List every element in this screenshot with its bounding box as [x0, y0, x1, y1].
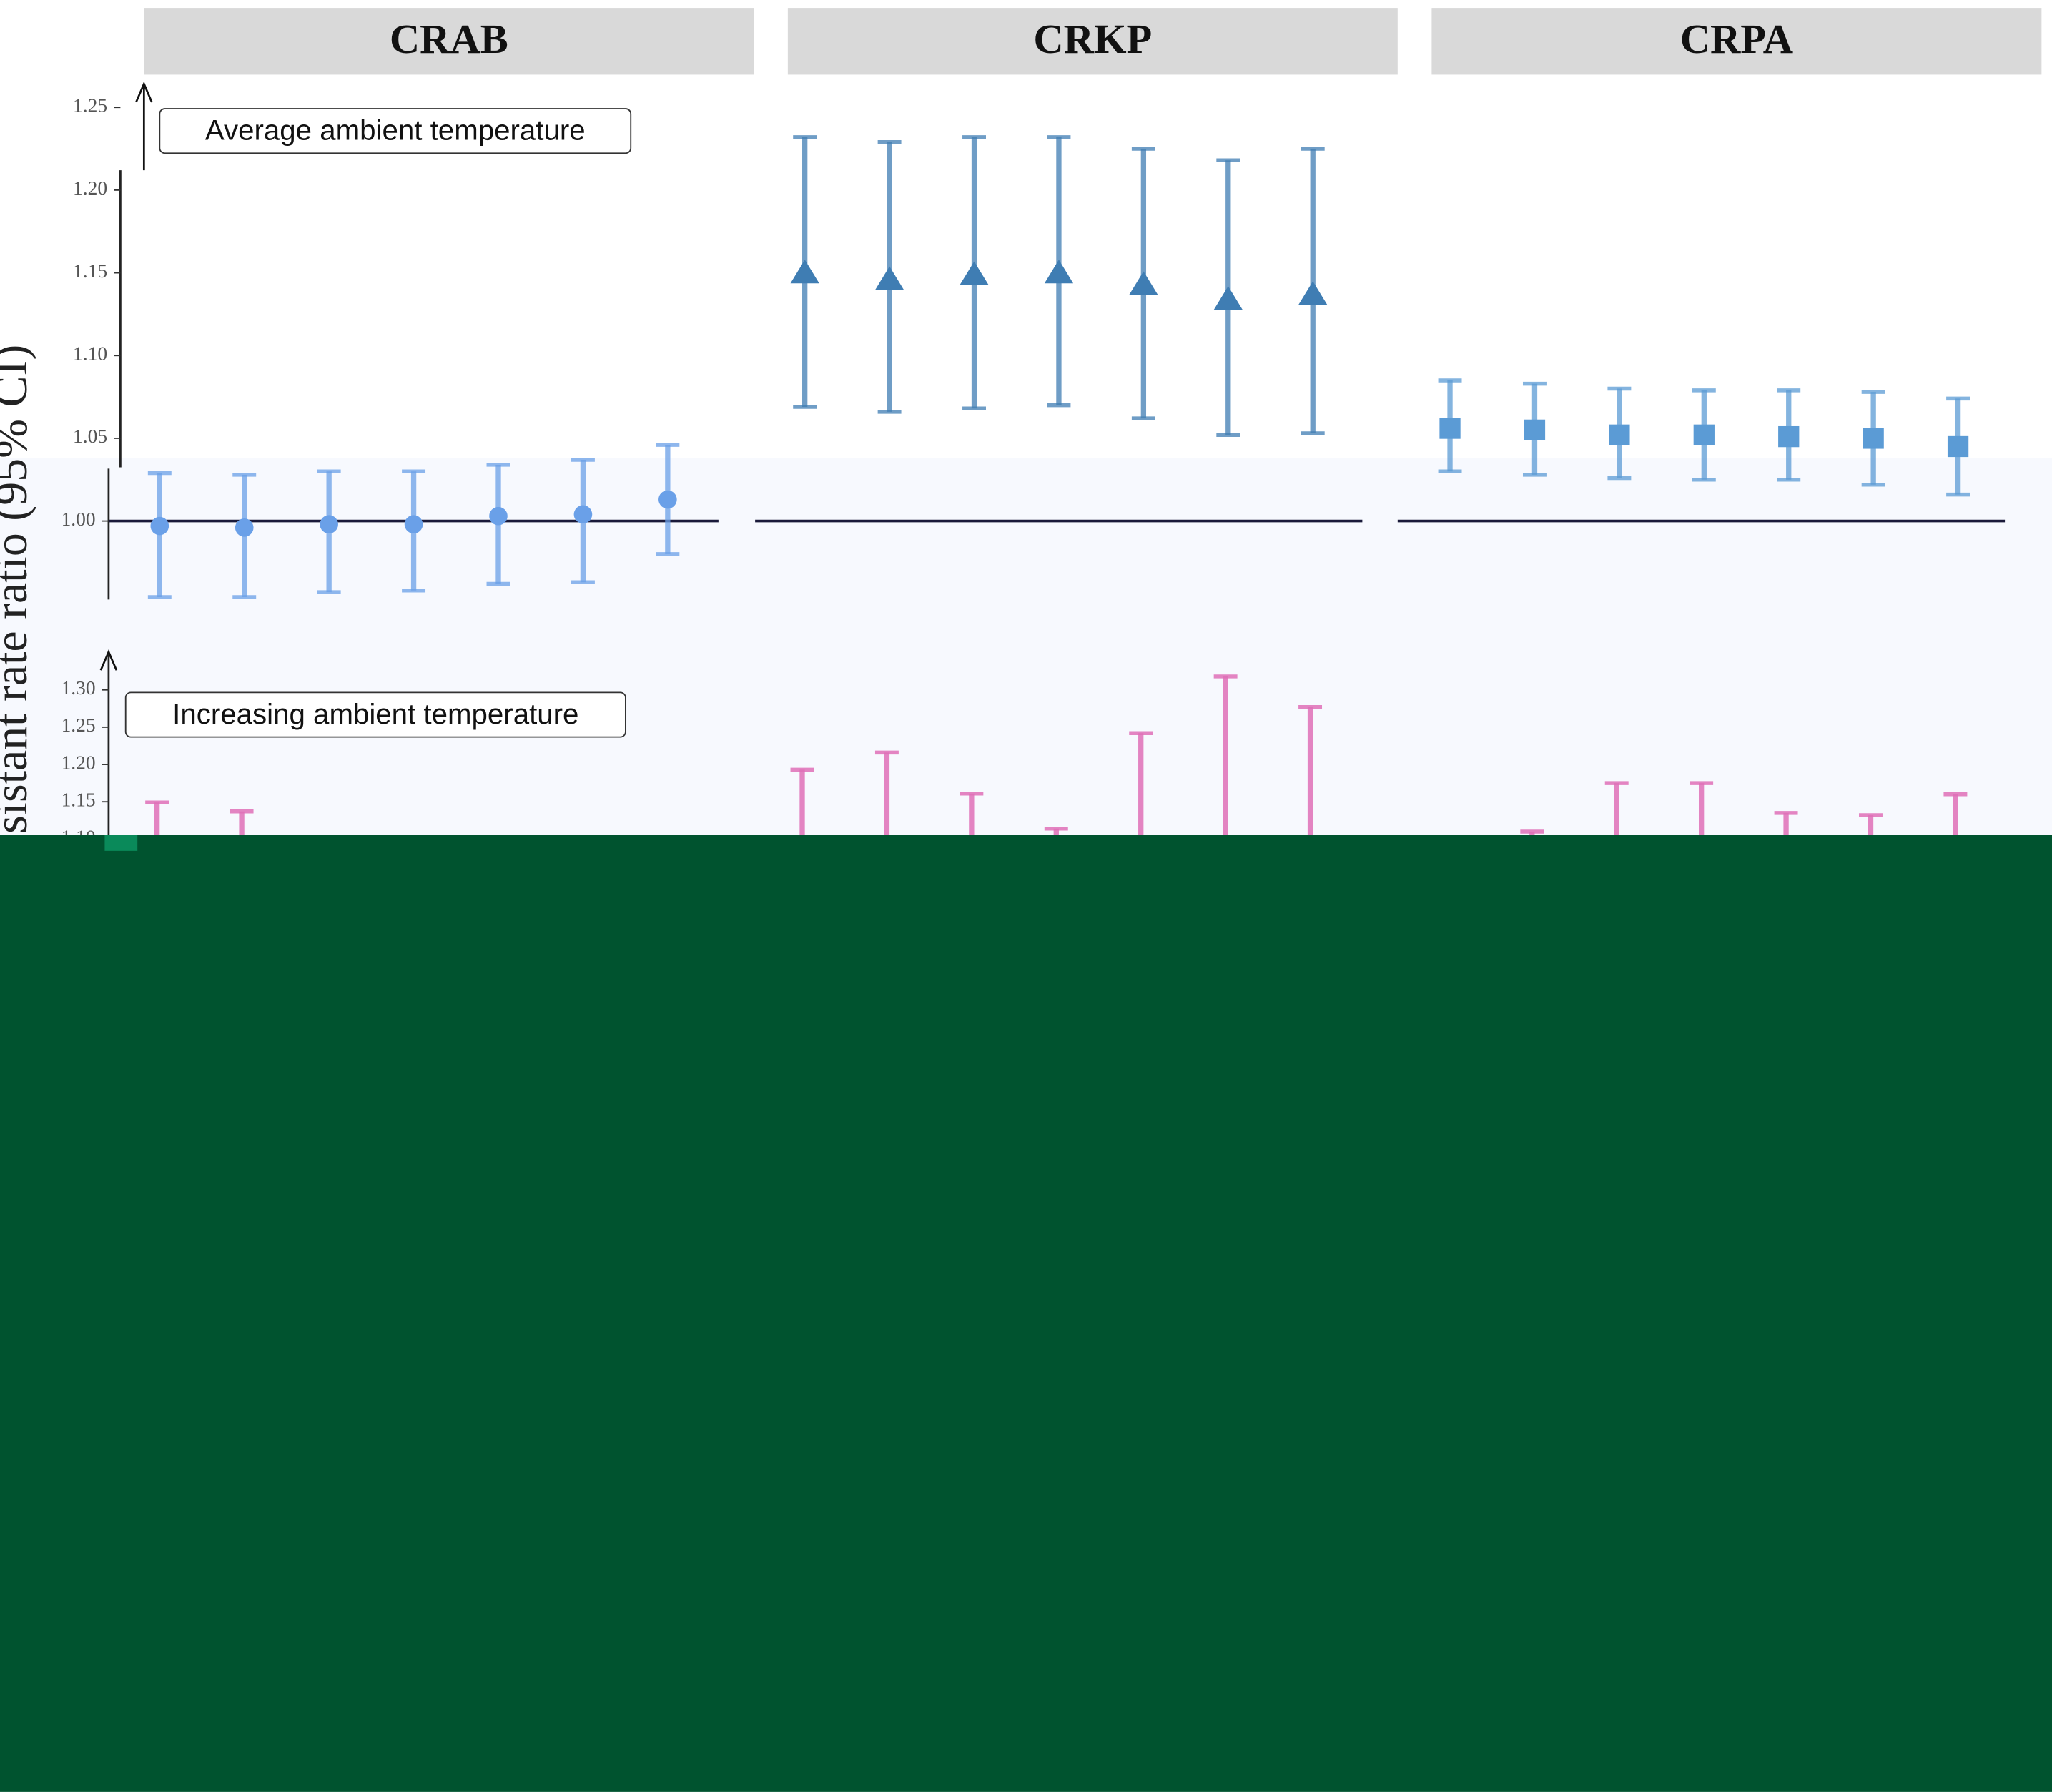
y-tick-label: 1.15	[73, 260, 107, 282]
point	[489, 506, 508, 526]
y-tick-label: 1.00	[61, 508, 96, 530]
point	[404, 515, 423, 534]
y-tick-label: 1.30	[61, 677, 96, 699]
point	[1298, 281, 1328, 305]
y-axis-label: Resistant rate ratio (95% CI)	[0, 345, 37, 886]
facet-title: CRAB	[390, 16, 508, 62]
panel-background	[0, 458, 2052, 851]
facet-strip	[1431, 8, 2042, 75]
y-tick-label: 1.10	[73, 343, 107, 365]
point	[1947, 435, 1969, 458]
annotation-box	[159, 108, 632, 154]
point	[1213, 286, 1243, 310]
y-tick-label: 1.25	[61, 714, 96, 736]
point	[573, 505, 593, 524]
point	[235, 518, 254, 537]
y-tick-label: 1.05	[73, 425, 107, 447]
y-tick-label: 1.20	[61, 752, 96, 773]
point	[960, 261, 989, 285]
annotation: Increasing ambient temperature	[172, 698, 578, 730]
point	[790, 260, 819, 284]
arrow-head	[135, 81, 153, 103]
arrow-head	[99, 649, 118, 671]
annotation: Average ambient temperature	[205, 114, 586, 147]
annotation-box	[124, 691, 626, 738]
y-tick-label: 1.25	[73, 95, 107, 117]
facet-title: CRPA	[1680, 16, 1793, 62]
point	[1609, 424, 1630, 445]
point	[1044, 260, 1074, 284]
point	[1129, 271, 1158, 295]
y-tick-label: 1.15	[61, 789, 96, 811]
point	[1524, 419, 1546, 440]
point	[150, 516, 169, 536]
point	[658, 490, 677, 509]
facet-strip	[144, 8, 754, 75]
corrupted-area	[104, 835, 138, 851]
point	[1439, 418, 1461, 439]
facet-strip	[787, 8, 1398, 75]
facet-title: CRKP	[1033, 16, 1152, 62]
y-tick-label: 1.20	[73, 177, 107, 199]
point	[1778, 425, 1800, 448]
corrupted-area	[0, 835, 2052, 1792]
point	[1693, 424, 1715, 445]
point	[874, 266, 904, 290]
point	[320, 515, 338, 534]
point	[1863, 428, 1884, 449]
